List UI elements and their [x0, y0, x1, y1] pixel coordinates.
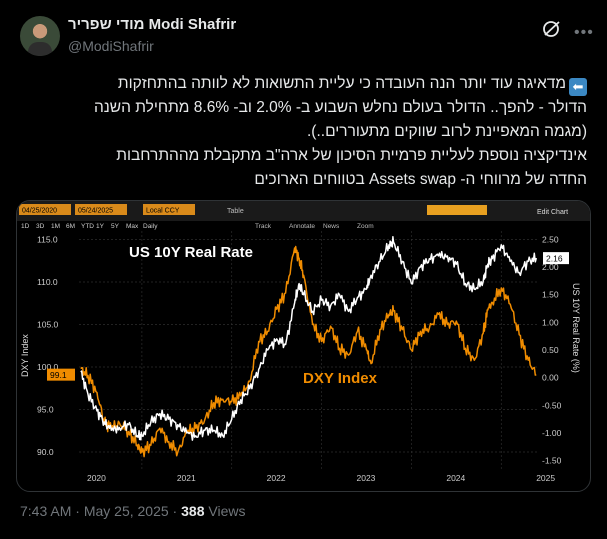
x-tick-label: 2025: [536, 473, 555, 483]
views-label: Views: [208, 503, 246, 519]
x-tick-label: 2024: [446, 473, 465, 483]
period-button[interactable]: 3D: [36, 223, 45, 230]
tweet-line: ⬅מדאיגה עוד יותר הנה העובדה כי עליית התש…: [20, 72, 587, 96]
date-field-text: 05/24/2025: [78, 208, 113, 215]
period-button[interactable]: 6M: [66, 223, 75, 230]
back-arrow-emoji-icon: ⬅: [569, 78, 587, 96]
left-tick-label: 90.0: [37, 447, 54, 457]
tool-button[interactable]: Annotate: [289, 223, 315, 230]
tool-button[interactable]: Zoom: [357, 223, 374, 230]
period-button[interactable]: YTD: [81, 223, 94, 230]
right-tick-label: 1.50: [542, 290, 559, 300]
bloomberg-chart: 04/25/2020 05/24/2025 Local CCY Edit Chart…: [17, 201, 590, 483]
date-field[interactable]: [143, 204, 195, 215]
left-tick-label: 110.0: [37, 277, 58, 287]
tweet-line: החדה של מרווחי ה- Assets swap בטווחים הא…: [254, 171, 587, 188]
tool-button[interactable]: News: [323, 223, 340, 230]
dxy-current-value: 99.1: [50, 370, 67, 380]
x-tick-label: 2023: [357, 473, 376, 483]
left-tick-label: 100.0: [37, 362, 59, 372]
tweet-line: הדולר - להפך.. הדולר בעולם נחלש השבוע ב-…: [93, 99, 587, 116]
period-button[interactable]: 1Y: [96, 223, 105, 230]
left-tick-label: 105.0: [37, 320, 59, 330]
tweet-line: (מגמה המאפיינת לרוב שווקים מתעוררים..).: [306, 123, 587, 140]
right-tick-label: -1.00: [542, 428, 562, 438]
real-rate-series-line: [80, 236, 538, 441]
period-button[interactable]: 1M: [51, 223, 60, 230]
grok-icon[interactable]: [540, 18, 562, 40]
author-handle[interactable]: @ModiShafrir: [68, 38, 154, 54]
tweet-line-text: מדאיגה עוד יותר הנה העובדה כי עליית התשו…: [117, 75, 566, 92]
dxy-annotation: DXY Index: [303, 370, 378, 387]
period-button[interactable]: Daily: [143, 223, 158, 230]
right-tick-label: 2.00: [542, 262, 559, 272]
right-tick-label: 2.50: [542, 234, 559, 244]
tool-button[interactable]: Track: [255, 223, 272, 230]
right-tick-label: 0.50: [542, 345, 559, 355]
table-label[interactable]: Table: [227, 208, 244, 215]
field-highlight: [427, 205, 487, 215]
date-field-text: 04/25/2020: [22, 208, 57, 215]
more-icon[interactable]: •••: [574, 24, 594, 41]
x-tick-label: 2021: [177, 473, 196, 483]
dxy-current-badge: [47, 368, 75, 381]
tweet-text: ⬅מדאיגה עוד יותר הנה העובדה כי עליית התש…: [20, 72, 587, 192]
author-display-name[interactable]: מודי שפריר Modi Shafrir: [68, 16, 237, 33]
period-button[interactable]: 5Y: [111, 223, 120, 230]
tweet-meta: 7:43 AM · May 25, 2025 · 388 Views: [20, 503, 246, 519]
right-tick-label: -0.50: [542, 400, 562, 410]
right-tick-label: -1.50: [542, 456, 562, 466]
right-tick-label: 1.00: [542, 317, 559, 327]
tweet-date[interactable]: May 25, 2025: [83, 503, 169, 519]
tweet-media-chart[interactable]: 04/25/2020 05/24/2025 Local CCY Edit Chart…: [16, 200, 591, 492]
real-rate-current-value: 2.16: [546, 254, 563, 264]
left-tick-label: 95.0: [37, 405, 54, 415]
edit-chart-label[interactable]: Edit Chart: [537, 209, 568, 216]
right-tick-label: 0.00: [542, 373, 559, 383]
views-count: 388: [181, 503, 205, 519]
left-tick-label: 115.0: [37, 235, 58, 245]
date-field[interactable]: [19, 204, 71, 215]
x-tick-label: 2020: [87, 473, 106, 483]
right-axis-title: US 10Y Real Rate (%): [571, 283, 581, 373]
real-rate-current-badge: [543, 252, 569, 265]
date-field[interactable]: [75, 204, 127, 215]
date-field-text: Local CCY: [146, 208, 180, 215]
left-axis-title: DXY Index: [20, 334, 30, 377]
period-button[interactable]: Max: [126, 223, 139, 230]
x-tick-label: 2022: [267, 473, 286, 483]
tweet-line: אינדיקציה נוספת לעליית פרמיית הסיכון של …: [116, 147, 587, 164]
avatar[interactable]: [20, 16, 60, 56]
real-rate-annotation: US 10Y Real Rate: [129, 244, 253, 261]
period-button[interactable]: 1D: [21, 223, 30, 230]
tweet-time[interactable]: 7:43 AM: [20, 503, 72, 519]
